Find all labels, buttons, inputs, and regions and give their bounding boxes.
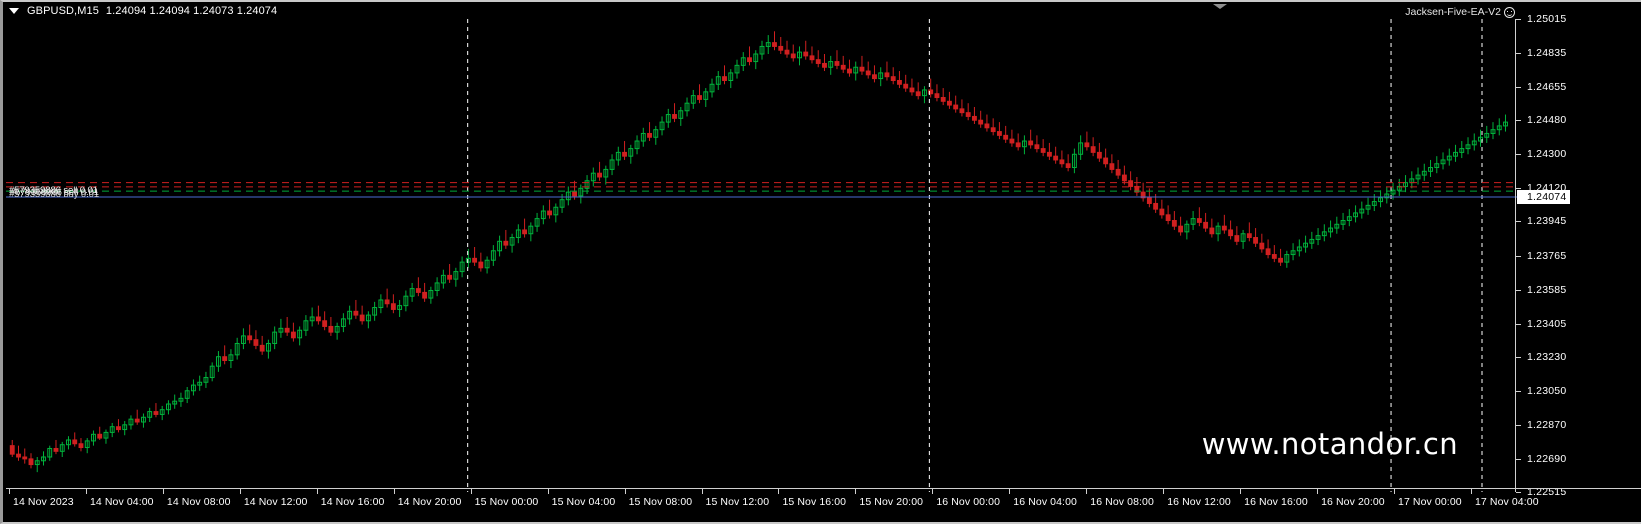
time-tick-mark [1163,489,1165,494]
time-tick-label: 17 Nov 00:00 [1398,496,1462,508]
ea-status: Jacksen-Five-EA-V2 [1405,6,1515,18]
time-tick-mark [701,489,703,494]
smiley-face-icon [1504,6,1515,18]
time-tick-mark [855,489,857,494]
price-axis[interactable]: 1.25015 1.24835 1.24655 1.24480 1.24300 1.241… [1515,13,1641,498]
price-tick-label: 1.22870 [1516,419,1566,431]
time-tick-mark [85,489,87,494]
time-tick-mark [1394,489,1396,494]
time-tick-label: 16 Nov 04:00 [1013,496,1077,508]
time-tick-label: 16 Nov 12:00 [1167,496,1231,508]
time-tick-label: 14 Nov 04:00 [89,496,154,508]
ohlc-values: 1.24094 1.24094 1.24073 1.24074 [105,4,278,17]
chart-header: GBPUSD,M15 1.24094 1.24094 1.24073 1.240… [3,2,1641,19]
time-tick-label: 15 Nov 12:00 [705,496,770,508]
price-tick-label: 1.24480 [1516,114,1566,126]
time-tick-label: 14 Nov 16:00 [320,496,385,508]
price-tick-label: 1.23945 [1516,215,1566,227]
time-tick-label: 14 Nov 12:00 [243,496,308,508]
symbol-timeframe-label: GBPUSD,M15 [27,4,99,17]
current-bid-tag: 1.24074 [1517,190,1571,205]
time-tick-label: 14 Nov 2023 [13,496,74,508]
caret-down-icon[interactable] [9,7,19,14]
time-tick-label: 14 Nov 20:00 [397,496,462,508]
time-tick-label: 16 Nov 00:00 [936,496,1001,508]
price-tick-label: 1.24655 [1516,81,1566,93]
order-label: #579359886 buy 0.01 [9,189,100,200]
time-tick-label: 16 Nov 20:00 [1321,496,1385,508]
time-tick-label: 16 Nov 16:00 [1244,496,1308,508]
time-tick-label: 15 Nov 20:00 [859,496,924,508]
price-tick-label: 1.24835 [1516,47,1566,59]
chart-plot-area[interactable] [6,19,1518,492]
time-axis[interactable]: 14 Nov 2023 14 Nov 04:00 14 Nov 08:00 14 No… [6,488,1641,522]
price-tick-label: 1.23585 [1516,284,1566,296]
time-tick-mark [1009,489,1011,494]
time-tick-mark [162,489,164,494]
time-tick-label: 14 Nov 08:00 [166,496,231,508]
time-tick-label: 16 Nov 08:00 [1090,496,1154,508]
watermark: www.notandor.cn [1201,427,1458,461]
time-tick-mark [1317,489,1319,494]
candlestick-canvas [6,19,1518,492]
time-tick-mark [547,489,549,494]
ea-name-label: Jacksen-Five-EA-V2 [1405,6,1501,18]
time-tick-mark [1086,489,1088,494]
time-tick-mark [1240,489,1242,494]
time-tick-mark [470,489,472,494]
time-tick-label: 15 Nov 16:00 [782,496,847,508]
time-tick-mark [239,489,241,494]
time-tick-label: 15 Nov 04:00 [551,496,616,508]
time-tick-mark [624,489,626,494]
price-tick-label: 1.23230 [1516,351,1566,363]
time-tick-mark [932,489,934,494]
price-tick-label: 1.23050 [1516,385,1566,397]
time-tick-label: 15 Nov 08:00 [628,496,693,508]
price-tick-label: 1.24300 [1516,148,1566,160]
price-tick-label: 1.22690 [1516,453,1566,465]
time-tick-mark [1470,489,1472,494]
price-tick-label: 1.22515 [1516,486,1566,498]
time-tick-mark [316,489,318,494]
time-tick-mark [393,489,395,494]
price-tick-label: 1.23405 [1516,318,1566,330]
time-tick-label: 15 Nov 00:00 [474,496,539,508]
price-tick-label: 1.25015 [1516,13,1566,25]
time-tick-mark [9,489,10,494]
price-tick-label: 1.23765 [1516,250,1566,262]
order-label: #579359886 sell 0.01 [9,185,98,196]
time-tick-mark [778,489,780,494]
order-label: #579358986 sell 0.01 [10,187,99,198]
scroll-nub-icon[interactable] [1213,4,1227,9]
time-tick-label: 17 Nov 04:00 [1474,496,1539,508]
